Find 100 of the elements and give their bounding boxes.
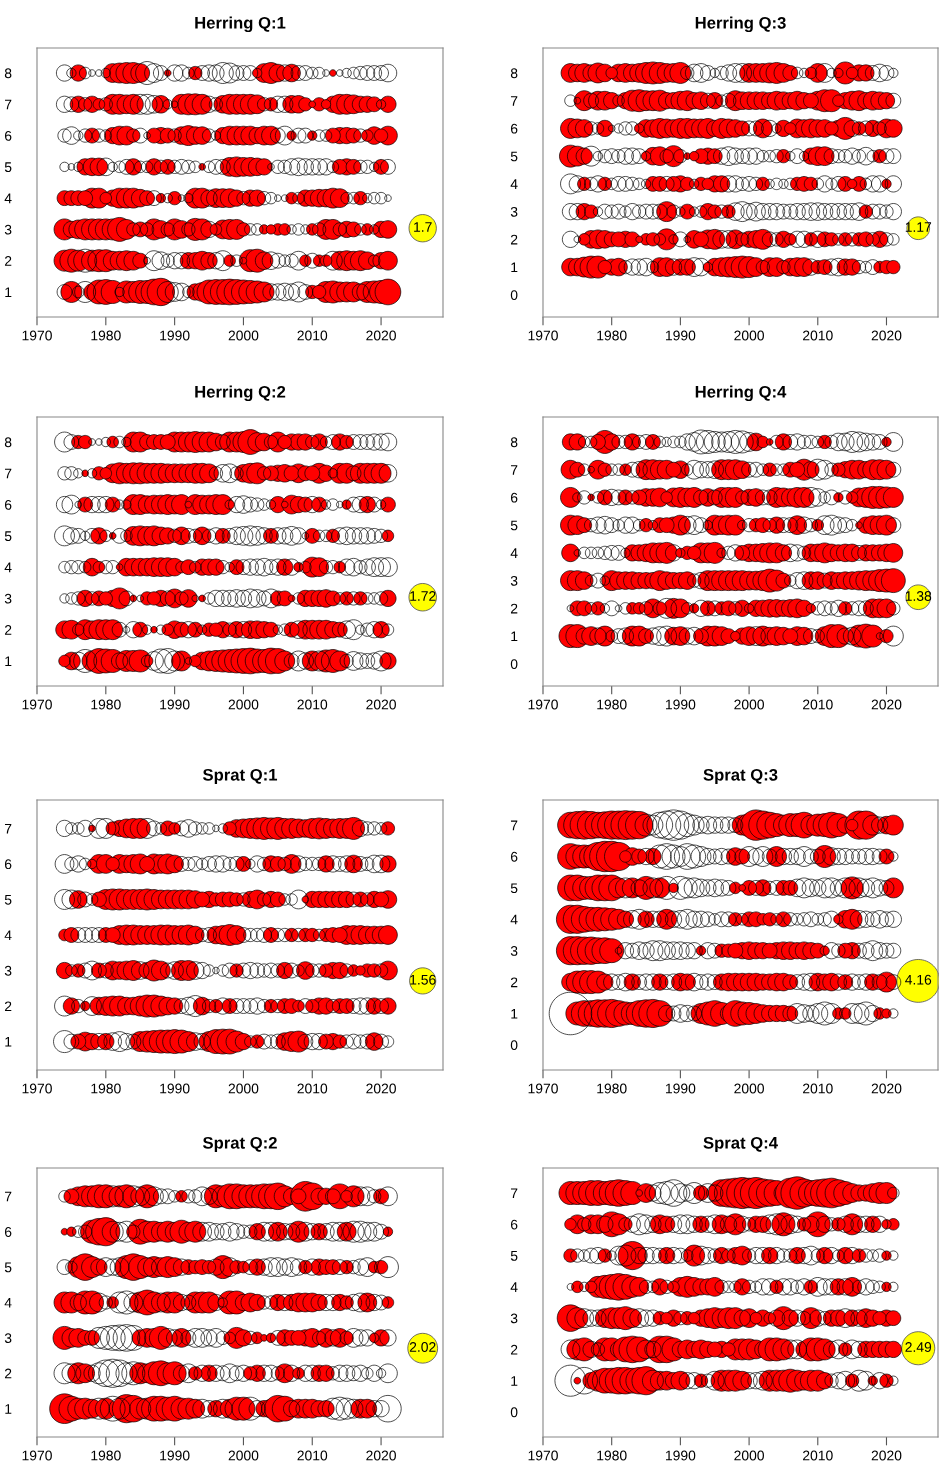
x-tick-label: 1970	[22, 330, 52, 341]
chart-title: Sprat Q:1	[202, 768, 278, 785]
y-tick-label: 7	[4, 99, 12, 110]
y-tick-label: 7	[510, 820, 518, 831]
y-tick-label: 1	[511, 1008, 518, 1019]
y-tick-label: 6	[510, 492, 518, 503]
chart-title: Herring Q:4	[695, 385, 787, 402]
x-tick-label: 2010	[803, 1083, 833, 1094]
y-tick-label: 3	[510, 575, 518, 586]
x-tick-label: 2000	[228, 699, 259, 710]
legend-label: 2.49	[905, 1342, 932, 1352]
y-tick-label: 4	[510, 914, 518, 925]
y-tick-label: 4	[510, 548, 518, 558]
x-tick-label: 1980	[597, 1450, 627, 1461]
y-tick-label: 1	[511, 1376, 518, 1386]
y-tick-label: 8	[510, 437, 518, 448]
y-tick-label: 3	[4, 224, 12, 235]
y-tick-label: 6	[4, 130, 12, 141]
y-tick-label: 7	[4, 823, 12, 834]
x-tick-label: 1980	[91, 699, 121, 710]
y-tick-label: 7	[4, 1191, 12, 1202]
chart-title: Sprat Q:4	[703, 1136, 778, 1153]
y-tick-label: 4	[4, 1297, 12, 1308]
y-tick-label: 2	[510, 1344, 518, 1355]
y-tick-label: 5	[4, 162, 12, 173]
y-tick-label: 3	[510, 1313, 518, 1324]
legend-label: 4.16	[905, 974, 932, 985]
chart-title: Herring Q:2	[195, 385, 286, 402]
y-tick-label: 6	[510, 1219, 518, 1230]
x-tick-label: 2000	[228, 330, 259, 341]
y-tick-label: 2	[4, 256, 12, 266]
x-tick-label: 2010	[803, 699, 833, 710]
y-tick-label: 2	[4, 625, 12, 635]
x-tick-label: 1990	[666, 1083, 696, 1094]
x-tick-label: 2020	[366, 1083, 396, 1094]
y-tick-label: 6	[4, 859, 12, 870]
y-tick-label: 6	[510, 123, 518, 134]
y-tick-label: 5	[510, 520, 518, 531]
y-tick-label: 5	[4, 1262, 12, 1273]
x-tick-label: 2020	[871, 1083, 902, 1094]
x-tick-label: 1970	[528, 1450, 558, 1461]
x-tick-label: 2010	[297, 699, 328, 710]
y-tick-label: 5	[510, 883, 518, 894]
y-tick-label: 0	[510, 1040, 518, 1051]
y-tick-label: 3	[4, 1333, 12, 1344]
y-tick-label: 7	[510, 96, 518, 106]
x-tick-label: 1970	[22, 1083, 52, 1094]
x-tick-label: 2000	[734, 330, 764, 341]
y-tick-label: 2	[4, 1368, 12, 1379]
x-tick-label: 1970	[528, 699, 558, 710]
y-tick-label: 1	[511, 262, 518, 273]
x-tick-label: 1990	[666, 1450, 696, 1461]
y-tick-label: 2	[510, 603, 518, 614]
y-tick-label: 3	[4, 965, 12, 976]
x-tick-label: 1990	[160, 330, 190, 341]
x-tick-label: 2010	[297, 1450, 328, 1461]
legend-label: 2.02	[409, 1342, 436, 1352]
x-tick-label: 1980	[597, 330, 627, 341]
y-tick-label: 8	[510, 68, 518, 79]
y-tick-label: 6	[4, 499, 12, 510]
x-tick-label: 2020	[871, 699, 902, 710]
chart-title: Sprat Q:2	[202, 1136, 277, 1153]
x-tick-label: 2000	[734, 1450, 764, 1461]
x-tick-label: 2000	[228, 1450, 259, 1461]
y-tick-label: 1	[511, 631, 518, 642]
y-tick-label: 2	[510, 977, 518, 988]
y-tick-label: 1	[5, 1404, 12, 1414]
x-tick-label: 1990	[160, 1450, 190, 1461]
x-tick-label: 2010	[803, 330, 833, 341]
x-tick-label: 1970	[528, 330, 558, 341]
chart-title: Sprat Q:3	[703, 768, 778, 785]
y-tick-label: 5	[4, 894, 12, 905]
y-tick-label: 3	[510, 206, 518, 217]
legend-label: 1.72	[410, 591, 436, 601]
y-tick-label: 7	[510, 1188, 518, 1199]
y-tick-label: 3	[510, 946, 518, 956]
y-tick-label: 8	[4, 68, 12, 79]
x-tick-label: 1990	[666, 330, 696, 341]
x-tick-label: 2010	[297, 1083, 328, 1094]
x-tick-label: 2010	[297, 330, 328, 341]
x-tick-label: 1980	[91, 1083, 121, 1094]
y-tick-label: 2	[4, 1001, 12, 1012]
y-tick-label: 8	[4, 437, 12, 448]
x-tick-label: 1980	[597, 699, 627, 710]
x-tick-label: 2010	[803, 1450, 833, 1461]
y-tick-label: 5	[510, 151, 518, 162]
x-tick-label: 2020	[366, 699, 396, 710]
y-tick-label: 6	[4, 1227, 12, 1237]
y-tick-label: 4	[510, 179, 518, 189]
x-tick-label: 1990	[666, 699, 696, 710]
y-tick-label: 3	[4, 593, 12, 604]
x-tick-label: 1970	[22, 699, 52, 710]
y-tick-label: 2	[510, 234, 518, 245]
x-tick-label: 1980	[91, 1450, 121, 1461]
chart-title: Herring Q:1	[195, 16, 286, 33]
y-tick-label: 7	[510, 465, 518, 475]
chart-title: Herring Q:3	[695, 16, 786, 33]
y-tick-label: 4	[4, 562, 12, 573]
legend-label: 1.56	[410, 974, 436, 985]
x-tick-label: 2000	[734, 699, 764, 710]
